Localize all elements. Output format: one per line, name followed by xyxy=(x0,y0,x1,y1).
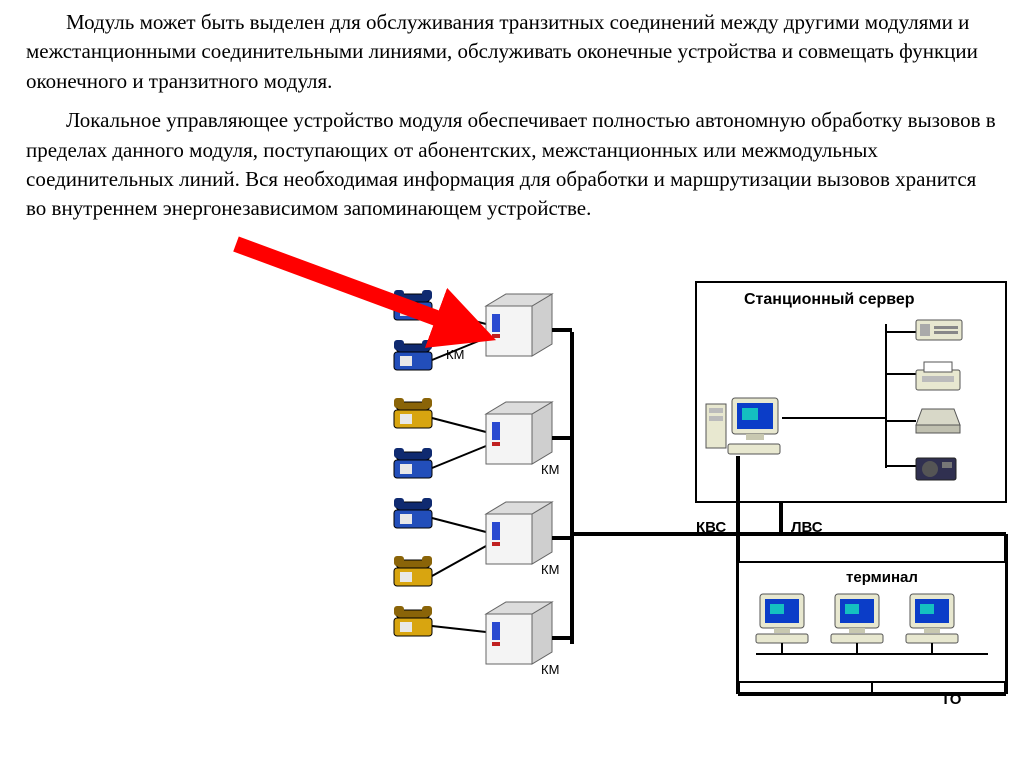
svg-text:КМ: КМ xyxy=(541,662,559,677)
paragraph-1: Модуль может быть выделен для обслуживан… xyxy=(26,8,998,96)
svg-text:терминал: терминал xyxy=(846,569,918,586)
network-diagram: КМКМКМКМСтанционный серверКВСЛВСтерминал… xyxy=(226,234,946,684)
svg-text:КВС: КВС xyxy=(696,519,726,536)
svg-text:Станционный сервер: Станционный сервер xyxy=(744,291,915,308)
svg-text:КМ: КМ xyxy=(446,347,464,362)
paragraph-2: Локальное управляющее устройство модуля … xyxy=(26,106,998,224)
svg-text:ТО: ТО xyxy=(941,691,962,708)
svg-text:КМ: КМ xyxy=(541,562,559,577)
svg-text:КМ: КМ xyxy=(541,462,559,477)
